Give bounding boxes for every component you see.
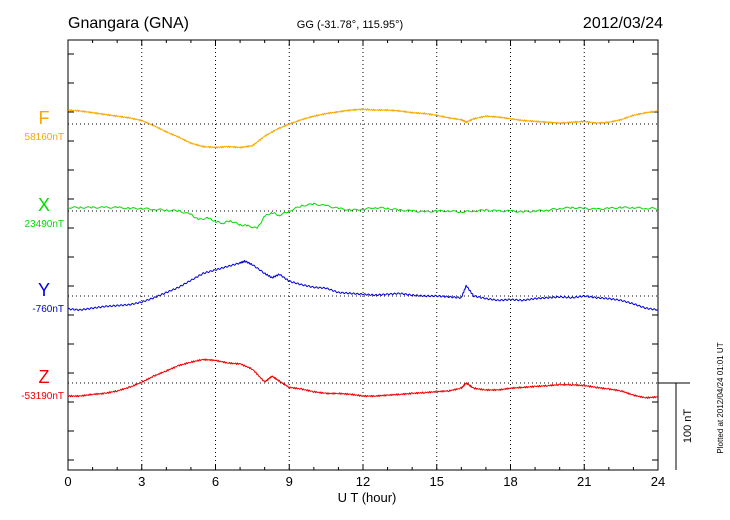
scale-bar: 100 nT: [658, 382, 694, 470]
series-letter-f: F: [39, 108, 50, 128]
plotted-timestamp: Plotted at 2012/04/24 01:01 UT: [716, 342, 725, 453]
series-line-x: [67, 202, 659, 229]
series-baseline-f: 58160nT: [25, 132, 64, 143]
series-letter-y: Y: [38, 280, 50, 300]
series-line-f: [67, 108, 659, 149]
station-coordinates: GG (-31.78°, 115.95°): [297, 19, 403, 31]
x-tick-label: 15: [430, 474, 444, 489]
series-line-y: [67, 260, 659, 311]
x-tick-label: 12: [356, 474, 370, 489]
x-tick-labels: 0 3 6 9 12 15 18 21 24: [64, 474, 665, 489]
series-lines: [67, 108, 659, 399]
plot-date: 2012/03/24: [583, 15, 663, 32]
x-tick-label: 0: [64, 474, 71, 489]
x-tick-label: 3: [138, 474, 145, 489]
scale-bar-label: 100 nT: [682, 409, 694, 444]
grid-lines: [68, 40, 658, 470]
series-labels: F 58160nT X 23490nT Y -760nT Z -53190nT: [21, 108, 64, 402]
series-letter-z: Z: [39, 367, 50, 387]
plot-frame: [67, 39, 659, 471]
x-tick-label: 21: [577, 474, 591, 489]
series-baseline-y: -760nT: [32, 304, 64, 315]
series-letter-x: X: [38, 195, 50, 215]
series-line-z: [67, 358, 659, 399]
station-title: Gnangara (GNA): [68, 15, 189, 32]
x-tick-label: 18: [503, 474, 517, 489]
series-baseline-x: 23490nT: [25, 219, 64, 230]
x-axis-label: U T (hour): [338, 490, 397, 505]
x-tick-label: 9: [286, 474, 293, 489]
x-tick-label: 6: [212, 474, 219, 489]
x-tick-label: 24: [651, 474, 665, 489]
series-baseline-z: -53190nT: [21, 391, 64, 402]
